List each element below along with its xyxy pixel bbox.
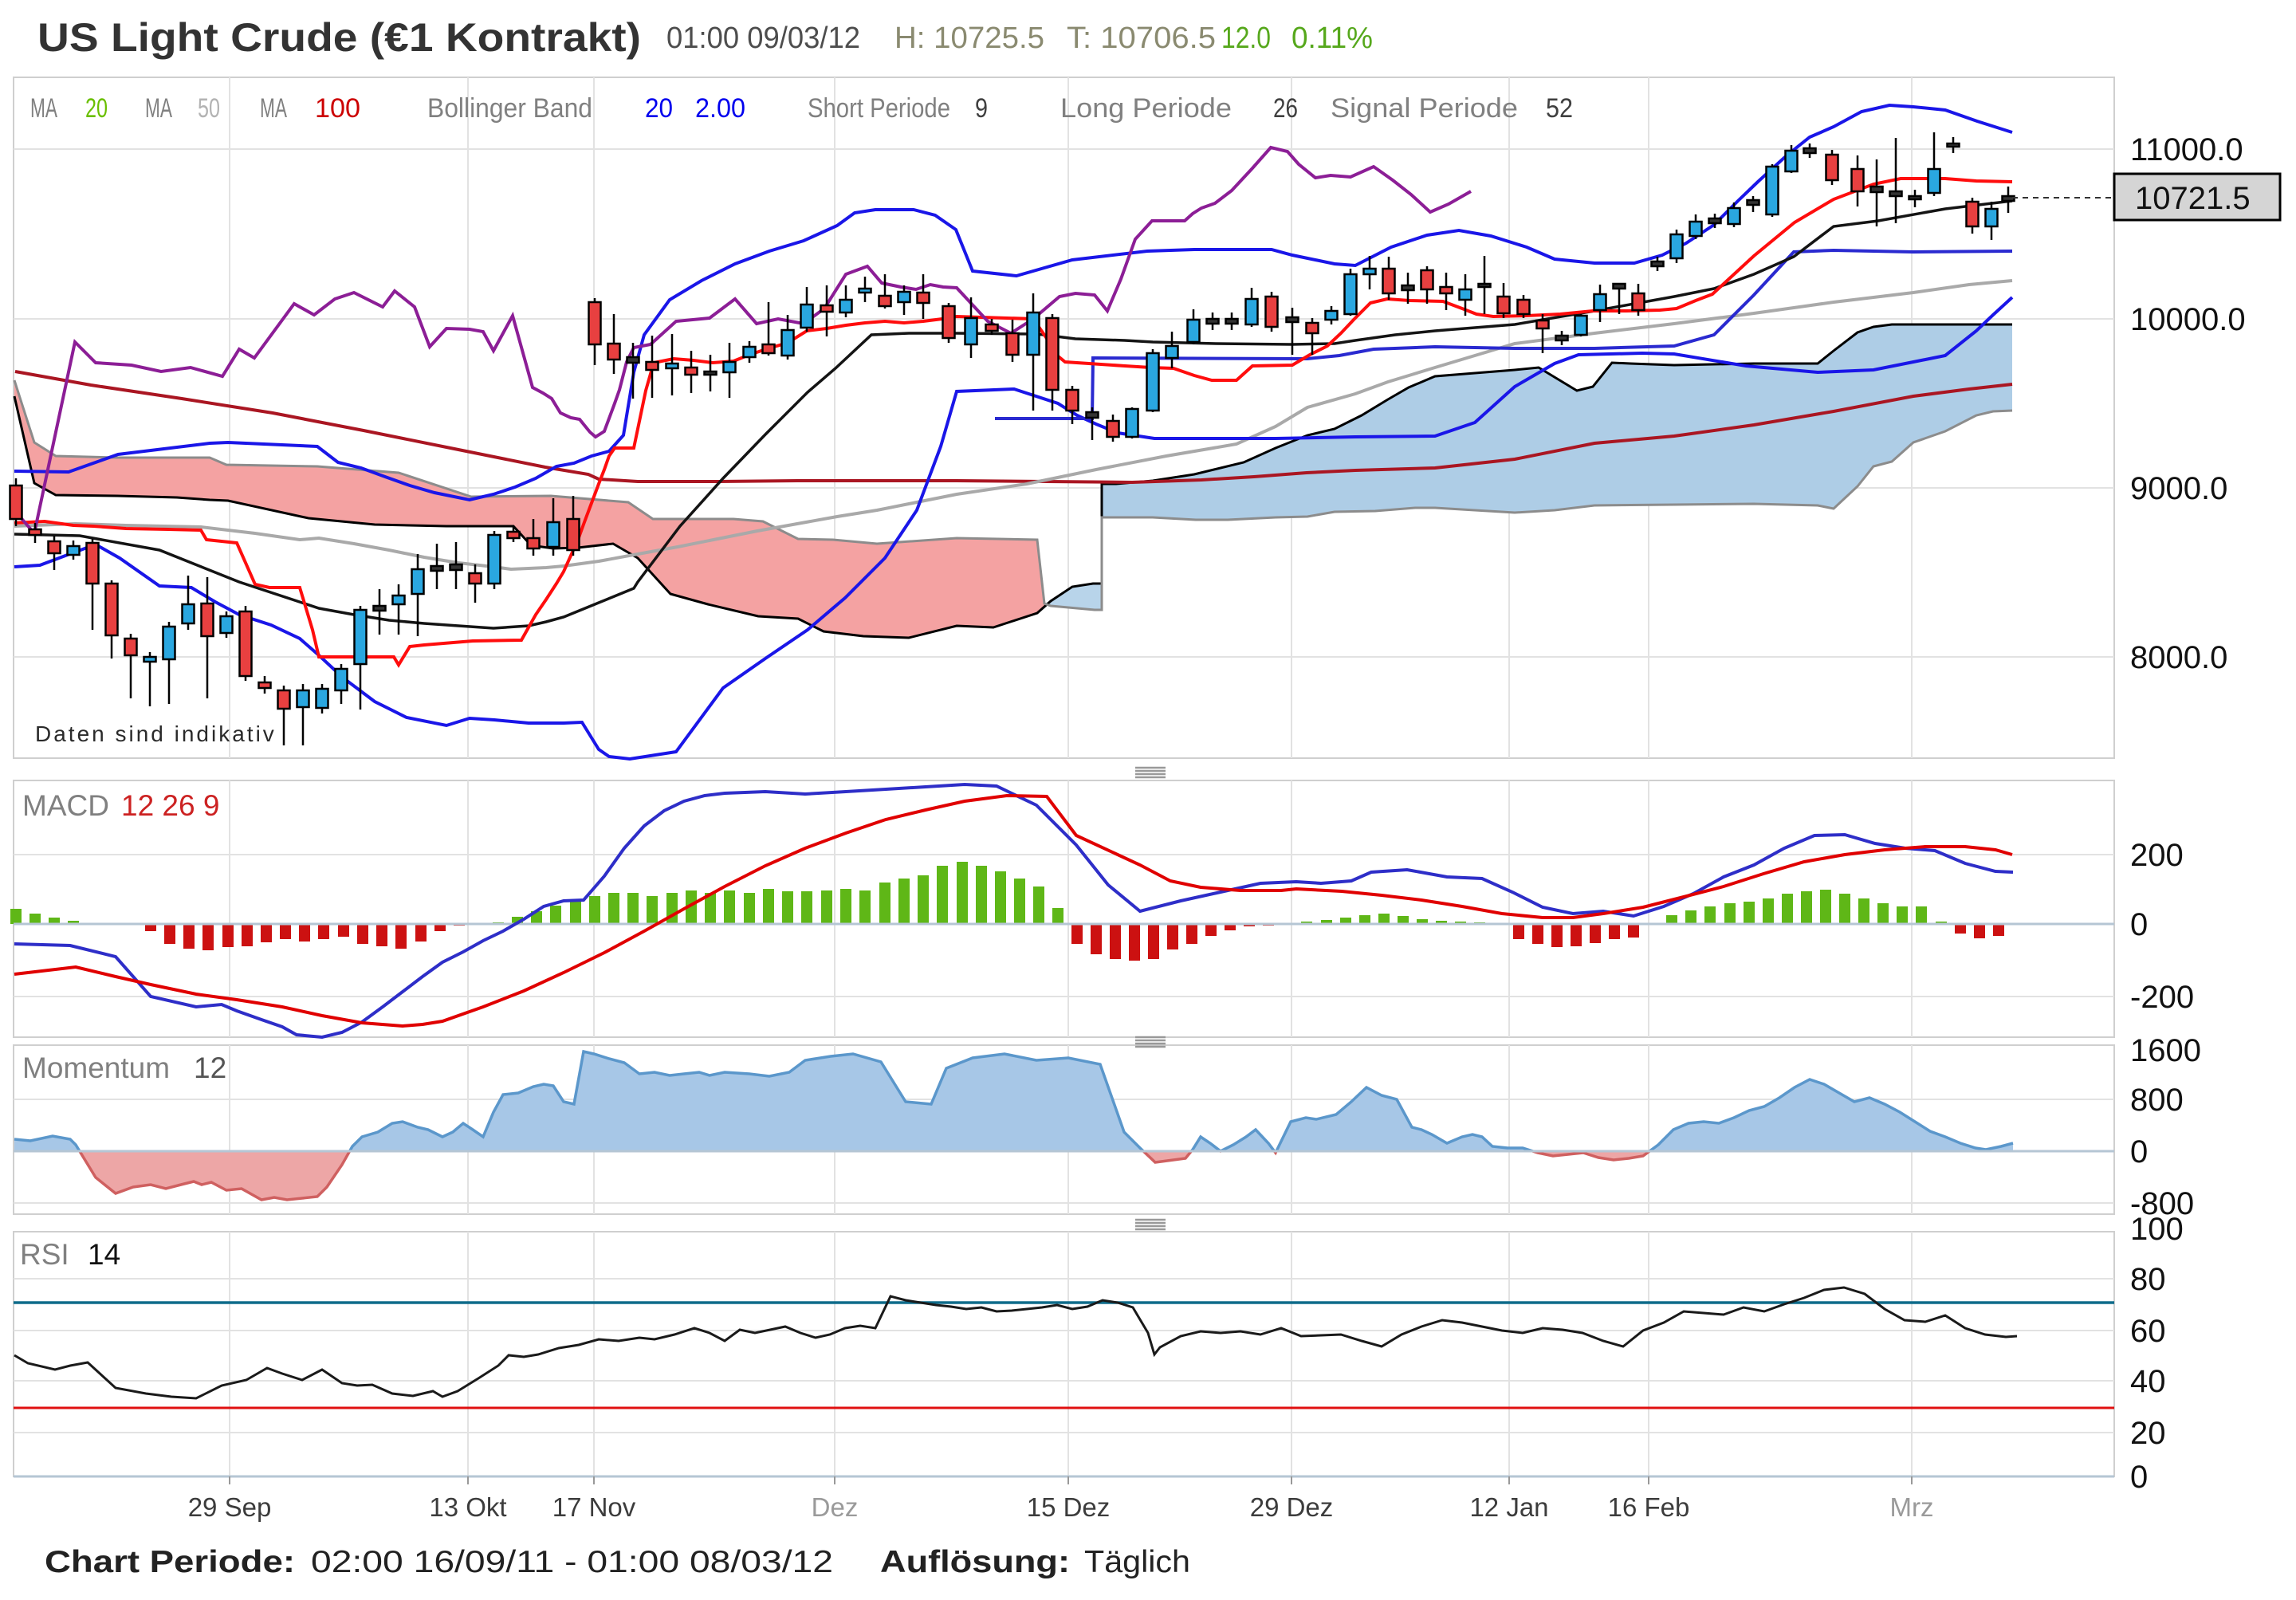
svg-text:52: 52 (1546, 93, 1573, 124)
svg-text:02:00 16/09/11 - 01:00 08/03/1: 02:00 16/09/11 - 01:00 08/03/12 (311, 1545, 833, 1579)
svg-text:8000.0: 8000.0 (2130, 640, 2227, 675)
svg-text:20: 20 (2130, 1416, 2166, 1451)
svg-text:9000.0: 9000.0 (2130, 471, 2227, 506)
svg-text:12.0: 12.0 (1221, 22, 1271, 55)
svg-text:29 Dez: 29 Dez (1250, 1492, 1334, 1522)
svg-text:17 Nov: 17 Nov (552, 1492, 636, 1522)
svg-text:20: 20 (85, 93, 108, 124)
svg-text:1600: 1600 (2130, 1033, 2201, 1068)
svg-text:12 Jan: 12 Jan (1469, 1492, 1548, 1522)
svg-text:100: 100 (315, 93, 360, 124)
svg-text:-200: -200 (2130, 980, 2194, 1015)
svg-text:20: 20 (645, 93, 673, 124)
svg-text:10000.0: 10000.0 (2130, 302, 2246, 337)
svg-text:100: 100 (2130, 1212, 2184, 1247)
svg-text:9: 9 (975, 93, 988, 124)
svg-text:Chart Periode:: Chart Periode: (45, 1545, 295, 1579)
svg-text:RSI: RSI (20, 1238, 69, 1271)
svg-text:40: 40 (2130, 1364, 2166, 1399)
svg-text:-800: -800 (2130, 1186, 2194, 1221)
svg-text:13 Okt: 13 Okt (429, 1492, 506, 1522)
svg-text:MACD: MACD (22, 789, 109, 822)
svg-text:Momentum: Momentum (22, 1052, 170, 1084)
svg-text:T: 10706.5: T: 10706.5 (1067, 22, 1216, 55)
svg-text:US Light Crude (€1 Kontrakt): US Light Crude (€1 Kontrakt) (37, 15, 641, 60)
svg-text:10721.5: 10721.5 (2135, 181, 2251, 216)
svg-text:0.11%: 0.11% (1292, 22, 1373, 55)
svg-text:Täglich: Täglich (1084, 1545, 1190, 1579)
svg-text:Bollinger Band: Bollinger Band (427, 93, 592, 124)
svg-text:Dez: Dez (812, 1492, 859, 1522)
svg-text:16 Feb: 16 Feb (1608, 1492, 1690, 1522)
svg-text:0: 0 (2130, 1134, 2148, 1170)
svg-text:MA: MA (145, 93, 172, 124)
svg-text:Signal Periode: Signal Periode (1331, 93, 1518, 124)
svg-text:26: 26 (1273, 93, 1298, 124)
svg-text:Mrz: Mrz (1890, 1492, 1934, 1522)
svg-text:200: 200 (2130, 838, 2184, 873)
svg-text:60: 60 (2130, 1314, 2166, 1349)
svg-text:11000.0: 11000.0 (2130, 132, 2243, 167)
svg-text:01:00 09/03/12: 01:00 09/03/12 (666, 22, 860, 55)
svg-text:MA: MA (30, 93, 57, 124)
svg-text:Daten sind indikativ: Daten sind indikativ (35, 721, 277, 746)
svg-text:MA: MA (260, 93, 287, 124)
svg-text:12 26 9: 12 26 9 (121, 789, 219, 822)
svg-text:2.00: 2.00 (695, 93, 745, 124)
svg-text:15 Dez: 15 Dez (1027, 1492, 1111, 1522)
svg-text:50: 50 (198, 93, 220, 124)
svg-text:Long Periode: Long Periode (1060, 93, 1232, 124)
svg-text:12: 12 (194, 1052, 226, 1084)
svg-text:0: 0 (2130, 907, 2148, 942)
svg-text:Auflösung:: Auflösung: (880, 1545, 1070, 1579)
svg-text:800: 800 (2130, 1083, 2184, 1118)
svg-text:0: 0 (2130, 1460, 2148, 1495)
svg-text:29 Sep: 29 Sep (188, 1492, 272, 1522)
svg-text:14: 14 (88, 1238, 120, 1271)
svg-text:H: 10725.5: H: 10725.5 (894, 22, 1044, 55)
svg-text:Short Periode: Short Periode (808, 93, 950, 124)
svg-text:80: 80 (2130, 1262, 2166, 1297)
